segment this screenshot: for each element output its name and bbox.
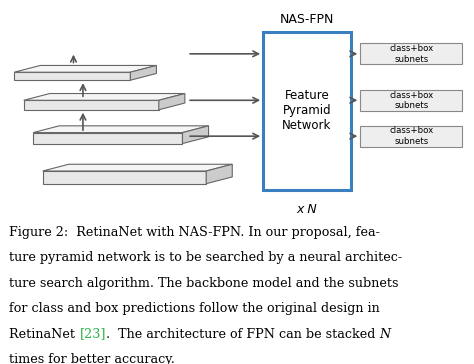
Polygon shape bbox=[206, 164, 232, 184]
Polygon shape bbox=[43, 171, 206, 184]
Text: class+box
subnets: class+box subnets bbox=[389, 44, 433, 64]
Text: [23]: [23] bbox=[80, 328, 106, 341]
Text: RetinaNet: RetinaNet bbox=[9, 328, 80, 341]
Text: class+box
subnets: class+box subnets bbox=[389, 126, 433, 146]
Text: Figure 2:  RetinaNet with NAS-FPN. In our proposal, fea-: Figure 2: RetinaNet with NAS-FPN. In our… bbox=[9, 226, 380, 239]
Text: for class and box predictions follow the original design in: for class and box predictions follow the… bbox=[9, 302, 380, 315]
Polygon shape bbox=[24, 100, 159, 110]
Polygon shape bbox=[33, 126, 209, 132]
Text: class+box
subnets: class+box subnets bbox=[389, 91, 433, 110]
Text: NAS-FPN: NAS-FPN bbox=[280, 12, 334, 25]
Bar bbox=[263, 32, 351, 190]
Text: Feature
Pyramid
Network: Feature Pyramid Network bbox=[282, 89, 332, 132]
Polygon shape bbox=[14, 72, 130, 80]
Text: x N: x N bbox=[297, 202, 317, 215]
Polygon shape bbox=[24, 94, 185, 100]
Text: ture pyramid network is to be searched by a neural architec-: ture pyramid network is to be searched b… bbox=[9, 251, 402, 264]
Polygon shape bbox=[130, 66, 156, 80]
Polygon shape bbox=[33, 132, 182, 143]
Text: ture search algorithm. The backbone model and the subnets: ture search algorithm. The backbone mode… bbox=[9, 277, 399, 290]
Polygon shape bbox=[14, 66, 156, 72]
Polygon shape bbox=[43, 164, 232, 171]
Text: times for better accuracy.: times for better accuracy. bbox=[9, 353, 175, 364]
Bar bbox=[360, 126, 462, 147]
Text: .  The architecture of FPN can be stacked: . The architecture of FPN can be stacked bbox=[106, 328, 379, 341]
Polygon shape bbox=[182, 126, 209, 143]
Text: N: N bbox=[379, 328, 391, 341]
Bar bbox=[360, 43, 462, 64]
Bar bbox=[360, 90, 462, 111]
Polygon shape bbox=[159, 94, 185, 110]
